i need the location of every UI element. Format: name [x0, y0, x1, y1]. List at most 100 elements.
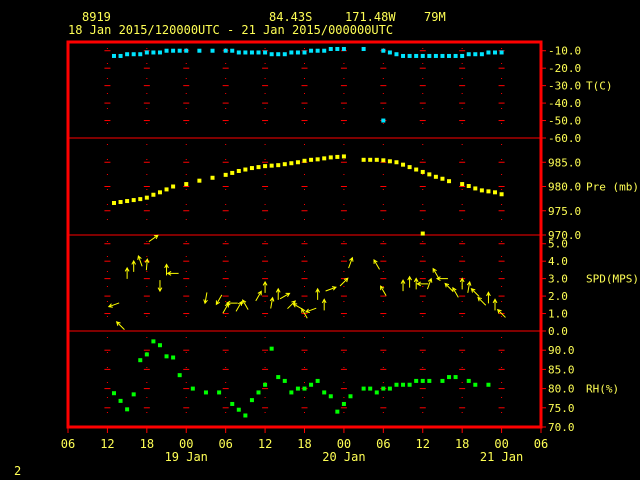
- x-tick-label: 00: [337, 437, 351, 451]
- x-tick-label: 18: [455, 437, 469, 451]
- data-point-rh: [381, 386, 386, 391]
- data-point-temp: [131, 52, 136, 57]
- panel-label-pres: Pre (mb): [586, 181, 639, 194]
- wind-arrow: [466, 280, 472, 293]
- data-point-temp: [118, 53, 123, 58]
- data-point-temp: [144, 50, 149, 55]
- data-point-rh: [322, 390, 327, 395]
- y-tick-label: -30.0: [548, 80, 581, 93]
- y-tick-label: 75.0: [548, 402, 575, 415]
- data-point-rh: [348, 394, 353, 399]
- data-point-rh: [453, 375, 458, 380]
- wind-arrow: [301, 307, 308, 319]
- wind-arrow: [292, 303, 303, 310]
- data-point-pres: [499, 192, 504, 197]
- wind-arrow: [235, 300, 243, 312]
- data-point-pres: [493, 190, 498, 195]
- wind-arrow: [470, 287, 480, 297]
- y-tick-label: 3.0: [548, 273, 568, 286]
- data-point-rh: [394, 382, 399, 387]
- x-tick-label: 00: [179, 437, 193, 451]
- data-point-pres: [236, 168, 241, 173]
- data-point-temp: [269, 52, 274, 57]
- y-tick-label: 4.0: [548, 255, 568, 268]
- data-point-temp: [453, 53, 458, 58]
- data-point-temp: [223, 48, 228, 53]
- data-point-temp: [302, 50, 307, 55]
- data-point-pres: [302, 158, 307, 163]
- wind-arrow: [215, 294, 223, 306]
- data-point-temp: [322, 48, 327, 53]
- data-point-rh: [236, 407, 241, 412]
- data-point-pres: [295, 160, 300, 165]
- data-point-temp: [479, 52, 484, 57]
- data-point-rh: [144, 352, 149, 357]
- data-point-pres: [433, 174, 438, 179]
- data-point-rh: [157, 343, 162, 348]
- data-point-rh: [125, 407, 130, 412]
- data-point-rh: [361, 386, 366, 391]
- wind-arrow: [275, 287, 281, 300]
- data-point-rh: [131, 392, 136, 397]
- wind-arrow: [157, 280, 163, 293]
- data-point-temp: [256, 50, 261, 55]
- data-point-rh: [374, 390, 379, 395]
- y-tick-label: 980.0: [548, 181, 581, 194]
- time-range: 18 Jan 2015/120000UTC - 21 Jan 2015/0000…: [68, 23, 394, 37]
- data-point-temp: [184, 48, 189, 53]
- wind-arrow: [203, 292, 208, 305]
- data-point-temp: [447, 53, 452, 58]
- wind-arrow: [304, 307, 317, 314]
- data-point-pres: [361, 157, 366, 162]
- panel-label-temp: T(C): [586, 80, 613, 93]
- data-point-temp: [473, 52, 478, 57]
- x-tick-label: 00: [494, 437, 508, 451]
- data-point-pres: [407, 165, 412, 170]
- y-tick-label: 2.0: [548, 290, 568, 303]
- data-point-pres: [164, 187, 169, 192]
- data-point-pres: [473, 186, 478, 191]
- data-point-rh: [171, 355, 176, 360]
- data-point-pres: [374, 157, 379, 162]
- data-point-pres: [276, 163, 281, 168]
- wind-arrow: [496, 308, 506, 318]
- data-point-rh: [249, 398, 254, 403]
- wind-arrow: [225, 300, 238, 306]
- data-point-rh: [118, 398, 123, 403]
- data-point-pres: [309, 157, 314, 162]
- wind-arrow: [124, 266, 130, 279]
- data-point-temp: [401, 53, 406, 58]
- data-point-rh: [427, 378, 432, 383]
- wind-arrow: [107, 302, 120, 308]
- data-point-pres: [322, 156, 327, 161]
- y-tick-label: -10.0: [548, 45, 581, 58]
- x-tick-label: 18: [297, 437, 311, 451]
- data-point-temp: [493, 50, 498, 55]
- wind-arrow: [435, 276, 448, 281]
- data-point-temp: [151, 50, 156, 55]
- data-point-pres: [144, 195, 149, 200]
- data-point-rh: [230, 401, 235, 406]
- data-point-pres: [131, 198, 136, 203]
- data-point-temp: [387, 50, 392, 55]
- data-point-rh: [486, 382, 491, 387]
- data-point-temp: [157, 50, 162, 55]
- data-point-temp: [125, 52, 130, 57]
- wind-arrow: [452, 286, 459, 298]
- data-point-temp: [295, 50, 300, 55]
- data-point-pres: [171, 184, 176, 189]
- wind-arrow: [325, 286, 337, 292]
- data-point-rh: [466, 378, 471, 383]
- data-point-pres: [335, 154, 340, 159]
- data-point-rh: [387, 386, 392, 391]
- data-point-pres: [230, 170, 235, 175]
- data-point-rh: [151, 339, 156, 344]
- data-point-temp: [440, 53, 445, 58]
- wind-arrow: [242, 299, 249, 310]
- y-tick-label: 970.0: [548, 229, 581, 242]
- data-point-temp: [164, 48, 169, 53]
- data-point-temp: [276, 52, 281, 57]
- wind-arrow: [400, 279, 406, 292]
- data-point-pres: [249, 166, 254, 171]
- y-tick-label: 90.0: [548, 344, 575, 357]
